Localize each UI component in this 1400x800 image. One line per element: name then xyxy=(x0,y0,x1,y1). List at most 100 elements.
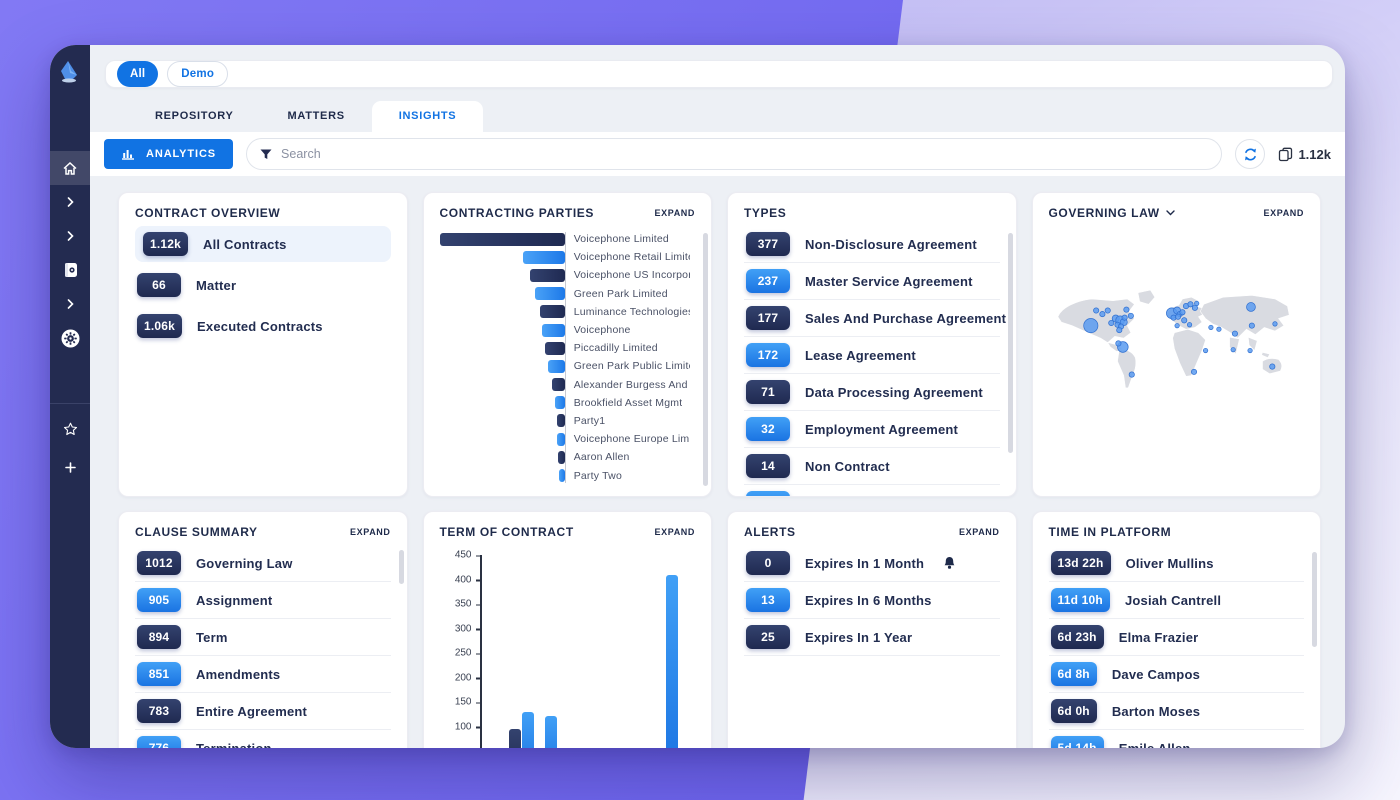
hbar-row[interactable]: Voicephone Europe Limited xyxy=(440,430,696,448)
list-item[interactable]: 13 Expires In 6 Months xyxy=(744,582,1000,619)
hbar-row[interactable]: Aaron Allen xyxy=(440,448,696,466)
sidebar-item-expand-2[interactable] xyxy=(50,219,90,253)
jurisdiction-dot[interactable] xyxy=(1271,321,1278,327)
jurisdiction-dot[interactable] xyxy=(1092,307,1099,314)
list-item[interactable]: 894 Term xyxy=(135,619,391,656)
list-item[interactable]: 71 Data Processing Agreement xyxy=(744,374,1000,411)
list-item[interactable]: 377 Non-Disclosure Agreement xyxy=(744,226,1000,263)
hbar-row[interactable]: Alexander Burgess And Sanchez xyxy=(440,376,696,394)
jurisdiction-dot[interactable] xyxy=(1202,347,1208,354)
term-bar[interactable] xyxy=(509,728,522,748)
hbar-row[interactable]: Luminance Technologies Limited xyxy=(440,303,696,321)
sidebar-item-workflows[interactable] xyxy=(50,253,90,287)
jurisdiction-dot[interactable] xyxy=(1248,322,1255,329)
jurisdiction-dot[interactable] xyxy=(1193,300,1199,306)
party-bar[interactable] xyxy=(544,341,565,355)
scope-button-demo[interactable]: Demo xyxy=(167,61,229,87)
analytics-button[interactable]: ANALYTICS xyxy=(104,139,234,169)
refresh-button[interactable] xyxy=(1235,139,1266,169)
search-field[interactable] xyxy=(246,138,1223,170)
jurisdiction-dot[interactable] xyxy=(1268,363,1275,370)
list-item[interactable]: 5d 14h Emile Allen xyxy=(1049,730,1305,748)
sidebar-item-home[interactable] xyxy=(50,151,90,185)
hbar-row[interactable]: Party Two xyxy=(440,466,696,484)
scrollbar-thumb[interactable] xyxy=(703,233,708,486)
list-item[interactable]: 776 Termination xyxy=(135,730,391,748)
term-bar[interactable] xyxy=(666,574,679,748)
party-bar[interactable] xyxy=(523,250,565,264)
list-item[interactable]: 66 Matter xyxy=(135,267,391,303)
jurisdiction-dot[interactable] xyxy=(1122,306,1129,313)
scrollbar-thumb[interactable] xyxy=(1312,552,1317,647)
sidebar-item-settings[interactable] xyxy=(50,321,90,355)
list-item[interactable]: 13 Loan Agreement xyxy=(744,485,1000,496)
party-bar[interactable] xyxy=(548,359,565,373)
party-bar[interactable] xyxy=(529,268,565,282)
party-bar[interactable] xyxy=(557,432,565,446)
list-item[interactable]: 1.12k All Contracts xyxy=(135,226,391,262)
chevron-down-icon[interactable] xyxy=(1165,210,1175,216)
list-item[interactable]: 172 Lease Agreement xyxy=(744,337,1000,374)
sidebar-item-expand-1[interactable] xyxy=(50,185,90,219)
jurisdiction-dot[interactable] xyxy=(1115,327,1122,334)
jurisdiction-dot[interactable] xyxy=(1190,368,1197,375)
hbar-row[interactable]: Piccadilly Limited xyxy=(440,339,696,357)
hbar-row[interactable]: Party1 xyxy=(440,412,696,430)
jurisdiction-dot[interactable] xyxy=(1186,301,1193,308)
jurisdiction-dot[interactable] xyxy=(1215,326,1222,332)
search-input[interactable] xyxy=(281,147,1209,161)
jurisdiction-dot[interactable] xyxy=(1107,319,1114,327)
list-item[interactable]: 14 Non Contract xyxy=(744,448,1000,485)
scrollbar-thumb[interactable] xyxy=(398,550,404,584)
jurisdiction-dot[interactable] xyxy=(1128,371,1135,378)
party-bar[interactable] xyxy=(552,378,565,392)
party-bar[interactable] xyxy=(559,469,565,483)
hbar-row[interactable]: Green Park Limited xyxy=(440,285,696,303)
list-item[interactable]: 32 Employment Agreement xyxy=(744,411,1000,448)
jurisdiction-dot[interactable] xyxy=(1114,340,1121,347)
list-item[interactable]: 6d 8h Dave Campos xyxy=(1048,656,1304,693)
list-item[interactable]: 0 Expires In 1 Month xyxy=(744,545,1000,582)
party-bar[interactable] xyxy=(439,232,565,246)
term-bar[interactable] xyxy=(521,711,534,748)
sidebar-item-expand-3[interactable] xyxy=(50,287,90,321)
party-bar[interactable] xyxy=(557,414,565,428)
jurisdiction-dot[interactable] xyxy=(1174,323,1180,329)
list-item[interactable]: 237 Master Service Agreement xyxy=(744,263,1000,300)
jurisdiction-dot[interactable] xyxy=(1127,312,1134,319)
expand-button[interactable]: EXPAND xyxy=(1263,208,1304,218)
list-item[interactable]: 25 Expires In 1 Year xyxy=(744,619,1000,656)
favorites-star-icon[interactable] xyxy=(63,422,78,442)
expand-button[interactable]: EXPAND xyxy=(350,527,391,537)
list-item[interactable]: 851 Amendments xyxy=(135,656,391,693)
list-item[interactable]: 6d 0h Barton Moses xyxy=(1048,693,1304,730)
list-item[interactable]: 1.06k Executed Contracts xyxy=(135,308,391,344)
expand-button[interactable]: EXPAND xyxy=(959,527,1000,537)
list-item[interactable]: 783 Entire Agreement xyxy=(135,693,391,730)
party-bar[interactable] xyxy=(539,305,565,319)
hbar-row[interactable]: Voicephone Limited xyxy=(439,230,696,248)
jurisdiction-dot[interactable] xyxy=(1186,322,1192,328)
list-item[interactable]: 177 Sales And Purchase Agreement xyxy=(744,300,1006,337)
hbar-row[interactable]: Voicephone xyxy=(440,321,696,339)
list-item[interactable]: 6d 23h Elma Frazier xyxy=(1048,619,1304,656)
list-item[interactable]: 905 Assignment xyxy=(135,582,391,619)
jurisdiction-dot[interactable] xyxy=(1121,314,1128,321)
tab-matters[interactable]: MATTERS xyxy=(287,110,345,122)
list-item[interactable]: 13d 22h Oliver Mullins xyxy=(1048,545,1304,582)
party-bar[interactable] xyxy=(542,323,565,337)
party-bar[interactable] xyxy=(554,396,565,410)
hbar-row[interactable]: Voicephone Retail Limited xyxy=(440,248,696,266)
jurisdiction-dot[interactable] xyxy=(1098,311,1105,318)
tab-insights[interactable]: INSIGHTS xyxy=(371,101,484,132)
jurisdiction-dot[interactable] xyxy=(1174,313,1181,320)
jurisdiction-dot[interactable] xyxy=(1207,324,1213,331)
scope-button-all[interactable]: All xyxy=(117,61,159,87)
party-bar[interactable] xyxy=(534,287,565,301)
list-item[interactable]: 11d 10h Josiah Cantrell xyxy=(1048,582,1304,619)
jurisdiction-dot[interactable] xyxy=(1082,318,1098,334)
jurisdiction-dot[interactable] xyxy=(1245,302,1256,312)
expand-button[interactable]: EXPAND xyxy=(654,527,695,537)
jurisdiction-dot[interactable] xyxy=(1178,309,1185,316)
jurisdiction-dot[interactable] xyxy=(1231,330,1238,337)
